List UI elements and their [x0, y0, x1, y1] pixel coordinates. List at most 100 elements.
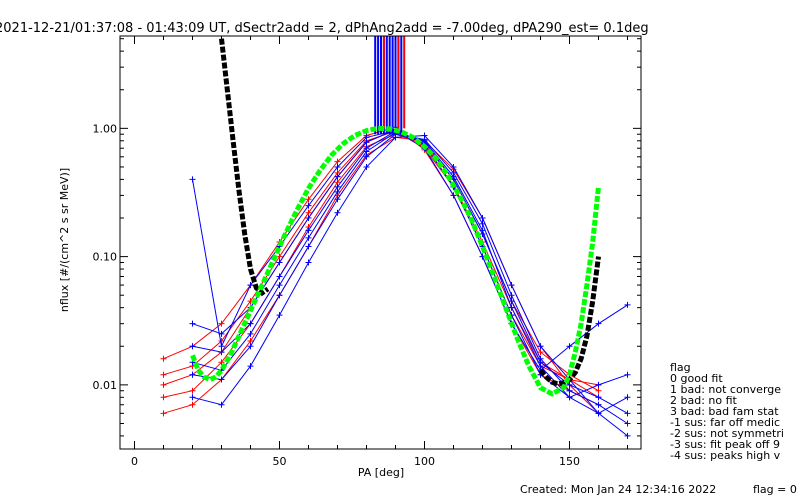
green-fit-curve	[190, 125, 601, 397]
blue-curve-point	[363, 163, 370, 170]
blue-curve-point	[624, 410, 631, 417]
red-curve-point	[160, 371, 167, 378]
blue-curve-point	[189, 394, 196, 401]
chart-title: 2021-12-21/01:37:08 - 01:43:09 UT, dSect…	[0, 21, 649, 36]
blue-curve-point	[276, 273, 283, 280]
blue-curve-point	[189, 176, 196, 183]
blue-curve-point	[305, 202, 312, 209]
plot-area	[160, 36, 631, 439]
blue-curve-point	[450, 173, 457, 180]
blue-curve-point	[247, 363, 254, 370]
blue-curve-point	[566, 387, 573, 394]
blue-curve-point	[276, 292, 283, 299]
blue-curve-point	[334, 173, 341, 180]
legend-entry: 2 bad: no fit	[670, 394, 738, 407]
legend-entry: -4 sus: peaks high v	[670, 449, 781, 462]
blue-curve-point	[247, 330, 254, 337]
y-axis: 0.01 0.10 1.00	[93, 38, 641, 437]
x-tick-label: 50	[273, 455, 287, 468]
blue-curve-point	[305, 259, 312, 266]
blue-curve-point	[189, 343, 196, 350]
blue-curve-point	[334, 209, 341, 216]
blue-curve-point	[566, 394, 573, 401]
blue-curve-point	[624, 394, 631, 401]
blue-curve-point	[334, 196, 341, 203]
red-curve-point	[247, 337, 254, 344]
red-curve-point	[189, 401, 196, 408]
blue-curve-point	[508, 292, 515, 299]
blue-curve-point	[421, 132, 428, 139]
blue-curve-point	[508, 282, 515, 289]
blue-curve-point	[392, 134, 399, 141]
red-curve-point	[218, 320, 225, 327]
overflow-spike-group	[374, 36, 406, 135]
blue-curve-point	[218, 349, 225, 356]
blue-curve-point	[537, 355, 544, 362]
blue-curve-point	[218, 343, 225, 350]
blue-curve-point	[450, 163, 457, 170]
legend-entry: -1 sus: far off medic	[670, 416, 780, 429]
y-tick-label: 0.10	[93, 251, 118, 264]
red-curve-point	[595, 387, 602, 394]
x-tick-label: 100	[414, 455, 435, 468]
x-tick-label: 0	[131, 455, 138, 468]
blue-curve-point	[537, 343, 544, 350]
red-curve-group	[160, 124, 602, 417]
x-axis-label: PA [deg]	[358, 466, 404, 479]
blue-curve-point	[595, 401, 602, 408]
flag-value: flag = 0	[753, 483, 797, 496]
red-curve-point	[160, 410, 167, 417]
blue-curve-point	[537, 363, 544, 370]
blue-curve-point	[595, 394, 602, 401]
blue-curve-point	[421, 137, 428, 144]
blue-curve-point	[595, 320, 602, 327]
red-curve-point	[334, 158, 341, 165]
blue-curve-point	[305, 234, 312, 241]
blue-curve-point	[218, 401, 225, 408]
blue-curve-point	[566, 343, 573, 350]
y-axis-label: nflux [#/(cm^2 s sr MeV)]	[58, 168, 71, 312]
x-tick-label: 150	[559, 455, 580, 468]
blue-curve-point	[247, 282, 254, 289]
blue-curve-point	[363, 148, 370, 155]
x-axis: 0 50 100 150	[131, 36, 628, 468]
created-timestamp: Created: Mon Jan 24 12:34:16 2022	[520, 483, 716, 496]
green-fit-line	[190, 125, 601, 397]
blue-curve-point	[276, 259, 283, 266]
blue-curve-point	[334, 188, 341, 195]
red-curve-point	[160, 381, 167, 388]
blue-curve-line	[192, 128, 628, 398]
legend-title: flag	[670, 361, 691, 374]
blue-curve-point	[334, 163, 341, 170]
blue-curve-point	[276, 282, 283, 289]
legend-entry: -3 sus: fit peak off 9	[670, 438, 780, 451]
blue-curve-point	[276, 312, 283, 319]
black-fit-curve	[219, 38, 601, 387]
y-tick-label: 0.01	[93, 379, 118, 392]
legend-entry: 1 bad: not converge	[670, 383, 781, 396]
blue-curve-group	[189, 126, 631, 439]
red-curve-point	[305, 209, 312, 216]
red-curve-point	[160, 355, 167, 362]
blue-curve-point	[624, 432, 631, 439]
blue-curve-point	[479, 227, 486, 234]
red-curve-point	[305, 196, 312, 203]
blue-curve-point	[218, 376, 225, 383]
blue-curve-point	[624, 371, 631, 378]
blue-curve-point	[363, 153, 370, 160]
y-tick-label: 1.00	[93, 122, 118, 135]
legend: flag 0 good fit 1 bad: not converge 2 ba…	[670, 361, 784, 462]
blue-curve-point	[247, 343, 254, 350]
plot-frame	[119, 35, 642, 450]
blue-curve-point	[305, 243, 312, 250]
blue-curve-point	[189, 320, 196, 327]
blue-curve-point	[363, 134, 370, 141]
red-curve-point	[537, 349, 544, 356]
blue-curve-line	[192, 133, 628, 424]
red-curve-point	[218, 359, 225, 366]
blue-curve-point	[450, 192, 457, 199]
blue-curve-point	[595, 381, 602, 388]
blue-curve-point	[508, 304, 515, 311]
legend-entry: 0 good fit	[670, 372, 723, 385]
